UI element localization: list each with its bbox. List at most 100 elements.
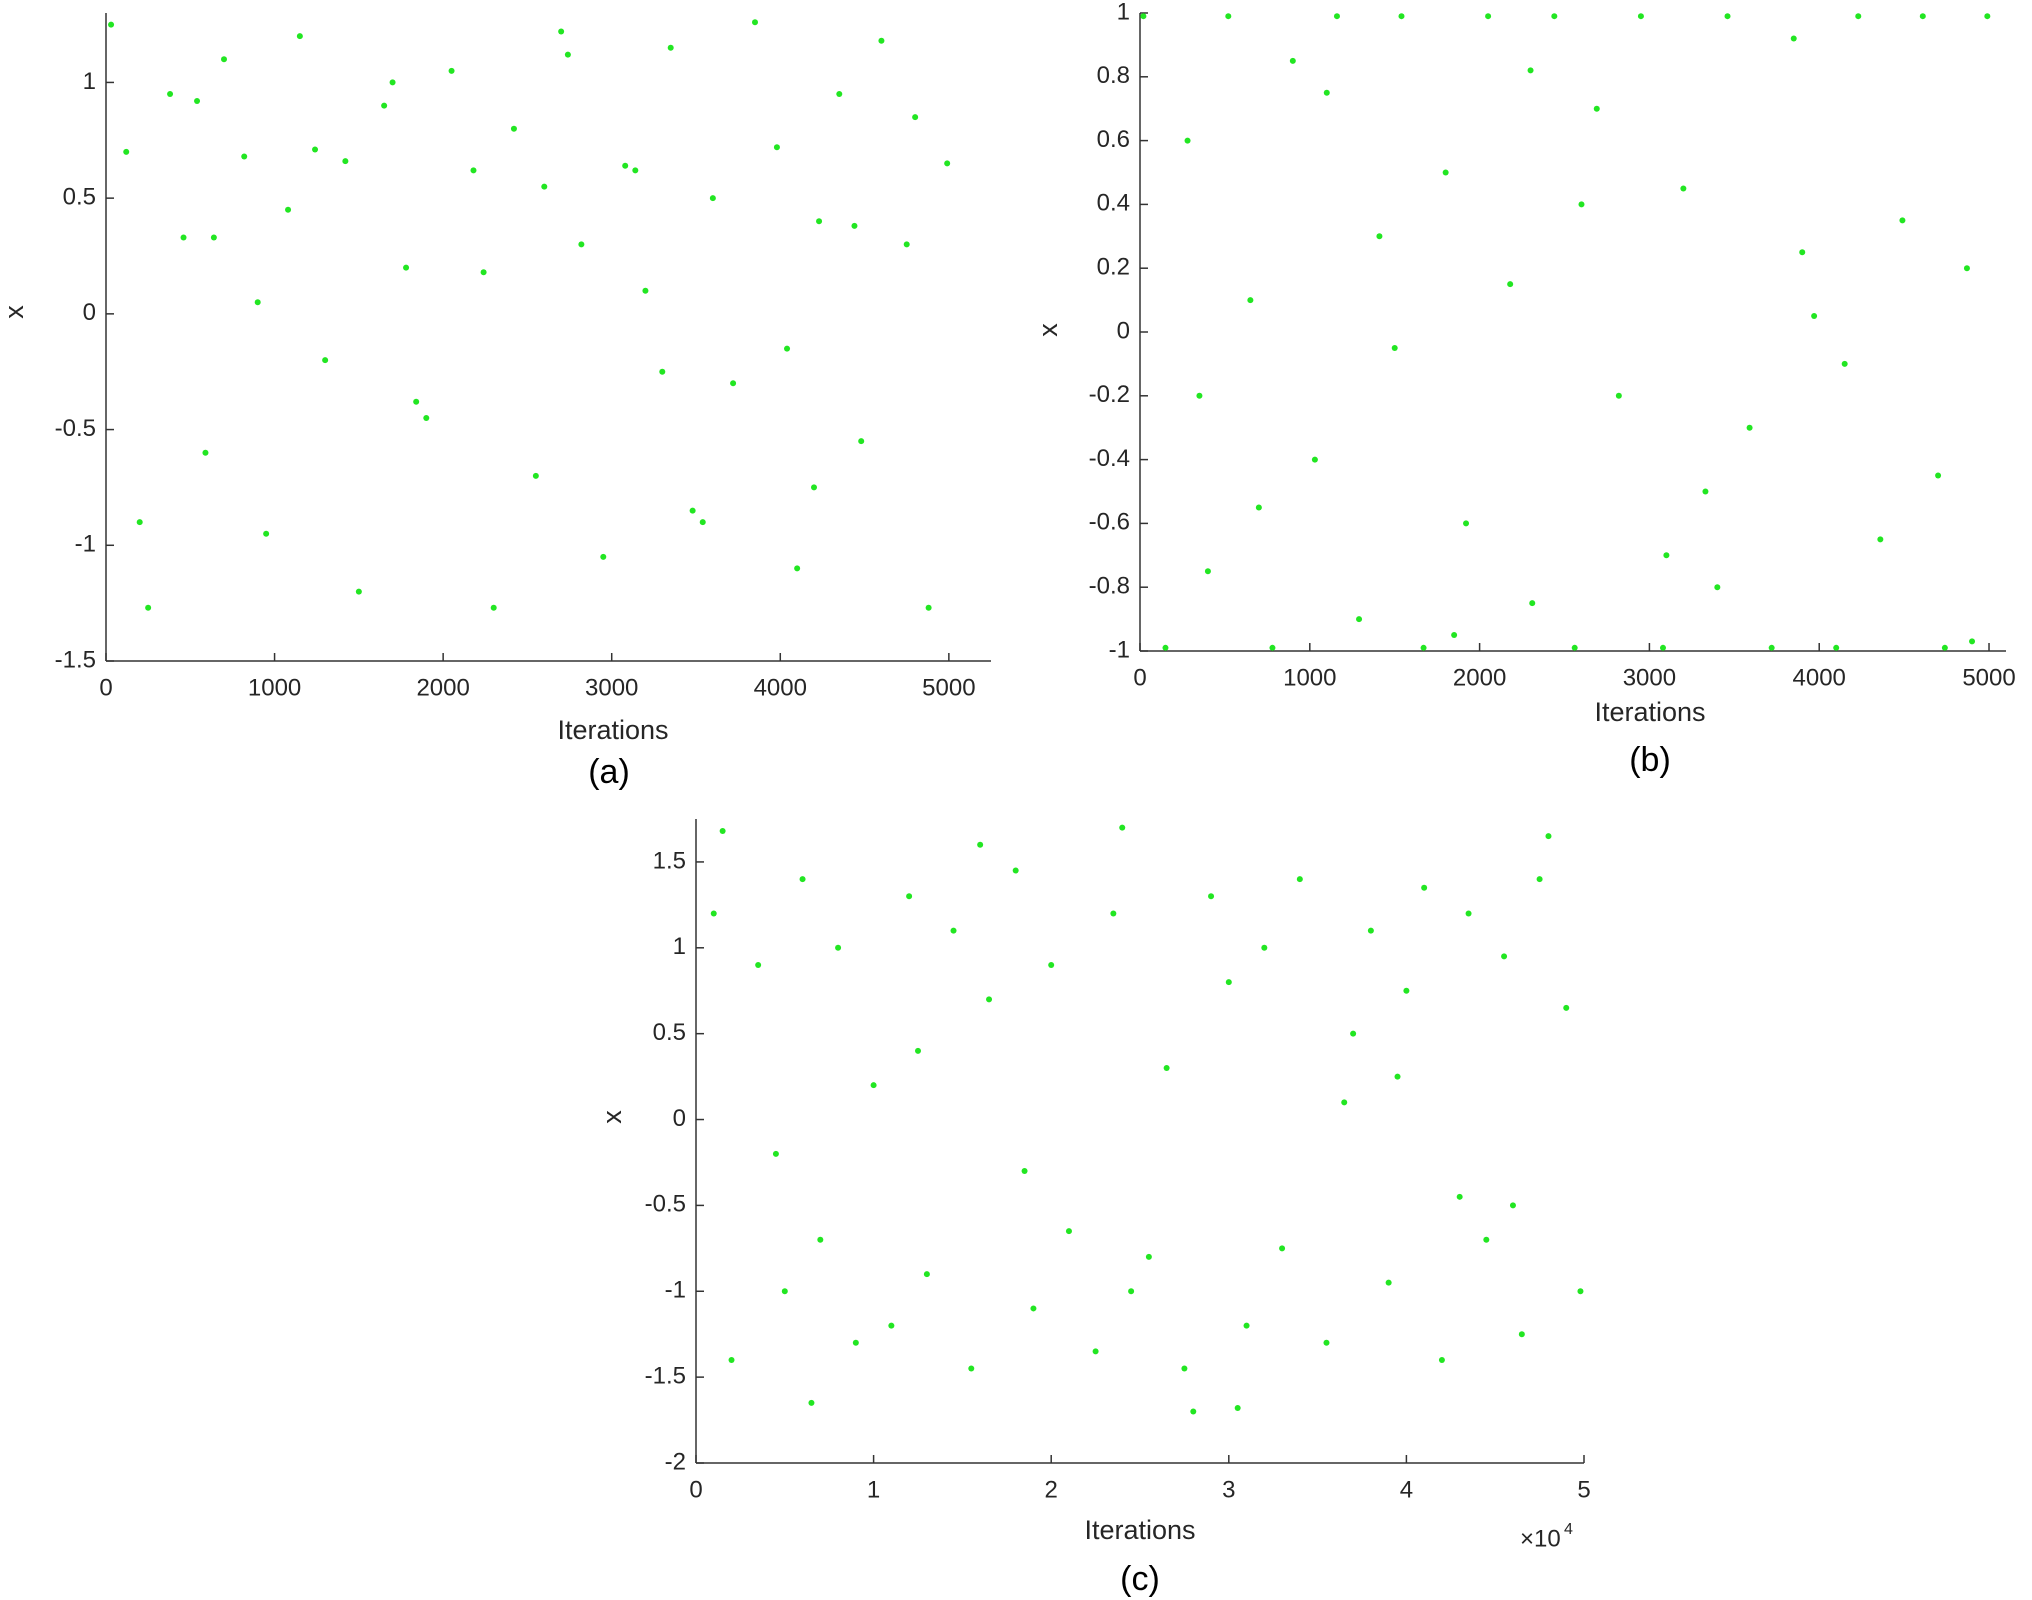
point [1350,1030,1357,1037]
point [413,398,420,405]
point [123,148,130,155]
point [1110,910,1117,917]
point [622,162,629,169]
point [1311,456,1318,463]
point [689,507,696,514]
point [1296,876,1303,883]
point [136,519,143,526]
point [1456,1193,1463,1200]
point [1048,961,1055,968]
y-tick-label: -0.5 [645,1191,686,1218]
y-axis-label: x [1033,323,1063,337]
point [558,28,565,35]
point [1571,644,1578,651]
point [1680,185,1687,192]
point [1341,1099,1348,1106]
point [541,183,548,190]
point [1289,57,1296,64]
x-axis-label: Iterations [557,715,668,745]
point [1509,1202,1516,1209]
point [194,97,201,104]
y-tick-label: 0.8 [1097,62,1130,89]
point [532,472,539,479]
y-tick-label: 0.6 [1097,126,1130,153]
point [1527,67,1534,74]
point [699,519,706,526]
point [1485,13,1492,20]
point [1225,979,1232,986]
y-axis-label: x [0,305,29,319]
point [632,167,639,174]
point [784,345,791,352]
caption: (c) [1120,1560,1160,1598]
x-tick-label: 4000 [1793,664,1846,691]
point [888,1322,895,1329]
point [659,368,666,375]
point [490,604,497,611]
point [210,234,217,241]
point [811,484,817,491]
point [816,218,823,225]
point [950,927,957,934]
point [1746,424,1753,431]
point [906,893,913,900]
point [423,415,430,421]
y-tick-label: -0.2 [1089,381,1130,408]
panel: -1.5 -1 -0.5 0 0.5 1 0 1000 2000 3000 4000 5000 x Ite… [0,13,991,791]
point [1225,13,1232,20]
point [1190,1408,1197,1415]
x-tick-label: 0 [99,674,112,701]
point [1799,249,1806,256]
point [968,1365,975,1372]
point [1919,13,1926,20]
point [342,158,349,165]
point [145,604,152,611]
point [944,160,951,167]
point [1899,217,1906,224]
point [903,241,910,248]
y-tick-label: -1.5 [645,1362,686,1389]
point [1984,13,1991,20]
point [835,944,842,951]
point [912,114,919,121]
point [389,79,396,86]
point [1181,1365,1188,1372]
point [1119,824,1126,831]
point [1790,35,1797,42]
y-tick-label: -0.4 [1089,445,1130,472]
point [719,828,726,835]
point [221,56,227,63]
point [1442,169,1449,176]
y-tick-label: -1 [1109,636,1130,663]
point [1255,504,1262,511]
point [296,33,303,40]
x-tick-label: 3000 [585,674,638,701]
point [1935,472,1942,479]
point [1963,265,1970,272]
point [1092,1348,1099,1355]
point [1333,13,1340,20]
point [1702,488,1709,495]
point [1163,1065,1170,1072]
point [355,588,362,595]
point [1529,600,1536,607]
point [202,449,209,456]
point [710,910,717,917]
point [1877,536,1884,543]
x-tick-label: 0 [1133,664,1146,691]
point [915,1047,921,1054]
point [1323,1339,1330,1346]
point [923,1271,930,1278]
y-axis-label: x [597,1110,627,1124]
point [1279,1245,1286,1252]
point [799,876,806,883]
x-tick-label: 0 [689,1476,702,1503]
y-tick-label: -2 [665,1448,686,1475]
point [1465,910,1472,917]
caption: (b) [1629,741,1671,779]
point [1356,616,1363,623]
y-tick-label: -0.6 [1089,509,1130,536]
y-tick-label: -0.5 [55,415,96,442]
point [1367,927,1374,934]
